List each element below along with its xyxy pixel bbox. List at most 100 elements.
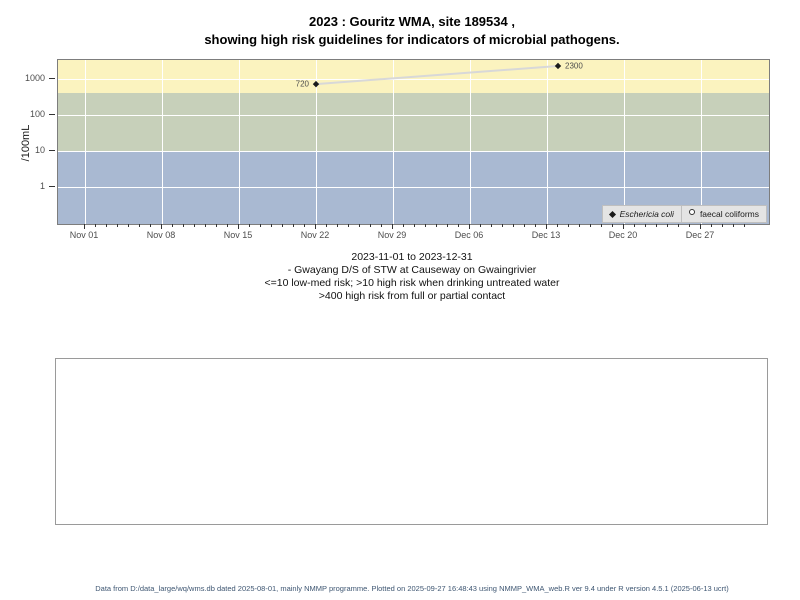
x-minor-tick-mark <box>216 224 217 227</box>
x-minor-tick-mark <box>205 224 206 227</box>
horizontal-gridline <box>58 151 769 152</box>
chart-title: 2023 : Gouritz WMA, site 189534 , showin… <box>12 13 800 49</box>
x-tick-label: Dec 13 <box>531 230 561 240</box>
x-minor-tick-mark <box>436 224 437 227</box>
vertical-gridline <box>624 60 625 224</box>
x-minor-tick-mark <box>579 224 580 227</box>
x-minor-tick-mark <box>425 224 426 227</box>
x-minor-tick-mark <box>590 224 591 227</box>
data-point-diamond <box>554 62 562 70</box>
x-minor-tick-mark <box>293 224 294 227</box>
vertical-gridline <box>393 60 394 224</box>
x-minor-tick-mark <box>568 224 569 227</box>
x-minor-tick-mark <box>656 224 657 227</box>
chart-plot-area: Eschericia coli faecal coliforms 720 2300 <box>57 59 770 225</box>
horizontal-gridline <box>58 79 769 80</box>
x-minor-tick-mark <box>183 224 184 227</box>
x-minor-tick-mark <box>491 224 492 227</box>
x-minor-tick-mark <box>733 224 734 227</box>
x-minor-tick-mark <box>667 224 668 227</box>
x-minor-tick-mark <box>557 224 558 227</box>
x-minor-tick-mark <box>601 224 602 227</box>
data-point-diamond <box>312 80 320 88</box>
x-major-tick-mark <box>392 224 393 229</box>
x-major-tick-mark <box>700 224 701 229</box>
legend-label-faecal-coliforms: faecal coliforms <box>699 209 759 219</box>
x-minor-tick-mark <box>381 224 382 227</box>
footer-provenance-text: Data from D:/data_large/wq/wms.db dated … <box>95 584 729 593</box>
x-minor-tick-mark <box>172 224 173 227</box>
x-minor-tick-mark <box>414 224 415 227</box>
x-minor-tick-mark <box>447 224 448 227</box>
x-tick-label: Dec 20 <box>608 230 638 240</box>
x-minor-tick-mark <box>689 224 690 227</box>
x-minor-tick-mark <box>106 224 107 227</box>
x-tick-label: Dec 06 <box>454 230 484 240</box>
x-minor-tick-mark <box>634 224 635 227</box>
x-minor-tick-mark <box>326 224 327 227</box>
x-major-tick-mark <box>84 224 85 229</box>
y-tick-mark <box>49 186 55 187</box>
x-minor-tick-mark <box>337 224 338 227</box>
x-tick-label: Nov 22 <box>300 230 330 240</box>
x-tick-label: Nov 08 <box>146 230 176 240</box>
x-minor-tick-mark <box>150 224 151 227</box>
y-tick-label: 1000 <box>24 73 45 83</box>
x-minor-tick-mark <box>645 224 646 227</box>
legend-item-escherichia-coli: Eschericia coli <box>603 206 681 222</box>
vertical-gridline <box>316 60 317 224</box>
chart-title-line-1: 2023 : Gouritz WMA, site 189534 , <box>309 14 515 29</box>
x-major-tick-mark <box>161 224 162 229</box>
caption-date-range: 2023-11-01 to 2023-12-31 <box>351 251 473 263</box>
x-minor-tick-mark <box>480 224 481 227</box>
caption-risk-line-2: >400 high risk from full or partial cont… <box>318 290 506 302</box>
legend-item-faecal-coliforms: faecal coliforms <box>680 206 766 222</box>
x-minor-tick-mark <box>271 224 272 227</box>
chart-caption: 2023-11-01 to 2023-12-31 - Gwayang D/S o… <box>12 251 800 303</box>
filled-diamond-icon <box>608 210 616 218</box>
x-minor-tick-mark <box>117 224 118 227</box>
vertical-gridline <box>701 60 702 224</box>
y-tick-mark <box>49 78 55 79</box>
x-minor-tick-mark <box>139 224 140 227</box>
x-tick-label: Nov 29 <box>377 230 407 240</box>
x-minor-tick-mark <box>524 224 525 227</box>
x-major-tick-mark <box>623 224 624 229</box>
horizontal-gridline <box>58 187 769 188</box>
vertical-gridline <box>162 60 163 224</box>
chart-title-line-2: showing high risk guidelines for indicat… <box>204 32 620 47</box>
y-tick-label: 10 <box>34 145 45 155</box>
series-layer <box>312 62 562 88</box>
x-major-tick-mark <box>238 224 239 229</box>
x-minor-tick-mark <box>282 224 283 227</box>
horizontal-gridline <box>58 115 769 116</box>
x-minor-tick-mark <box>535 224 536 227</box>
x-major-tick-mark <box>469 224 470 229</box>
x-minor-tick-mark <box>95 224 96 227</box>
x-minor-tick-mark <box>744 224 745 227</box>
series-line <box>315 64 559 86</box>
x-minor-tick-mark <box>348 224 349 227</box>
caption-risk-line-1: <=10 low-med risk; >10 high risk when dr… <box>264 277 560 289</box>
risk-band-medium-risk-10-400 <box>58 93 769 151</box>
caption-site-name: - Gwayang D/S of STW at Causeway on Gwai… <box>287 264 537 276</box>
x-tick-label: Nov 15 <box>223 230 253 240</box>
vertical-gridline <box>85 60 86 224</box>
y-tick-label: 100 <box>29 109 45 119</box>
x-minor-tick-mark <box>260 224 261 227</box>
x-minor-tick-mark <box>249 224 250 227</box>
x-minor-tick-mark <box>227 224 228 227</box>
x-minor-tick-mark <box>128 224 129 227</box>
x-minor-tick-mark <box>359 224 360 227</box>
x-minor-tick-mark <box>513 224 514 227</box>
x-minor-tick-mark <box>612 224 613 227</box>
empty-panel <box>55 358 768 525</box>
open-circle-icon <box>688 209 695 215</box>
x-minor-tick-mark <box>722 224 723 227</box>
x-major-tick-mark <box>546 224 547 229</box>
x-tick-label: Dec 27 <box>685 230 715 240</box>
x-minor-tick-mark <box>458 224 459 227</box>
x-major-tick-mark <box>315 224 316 229</box>
x-minor-tick-mark <box>304 224 305 227</box>
